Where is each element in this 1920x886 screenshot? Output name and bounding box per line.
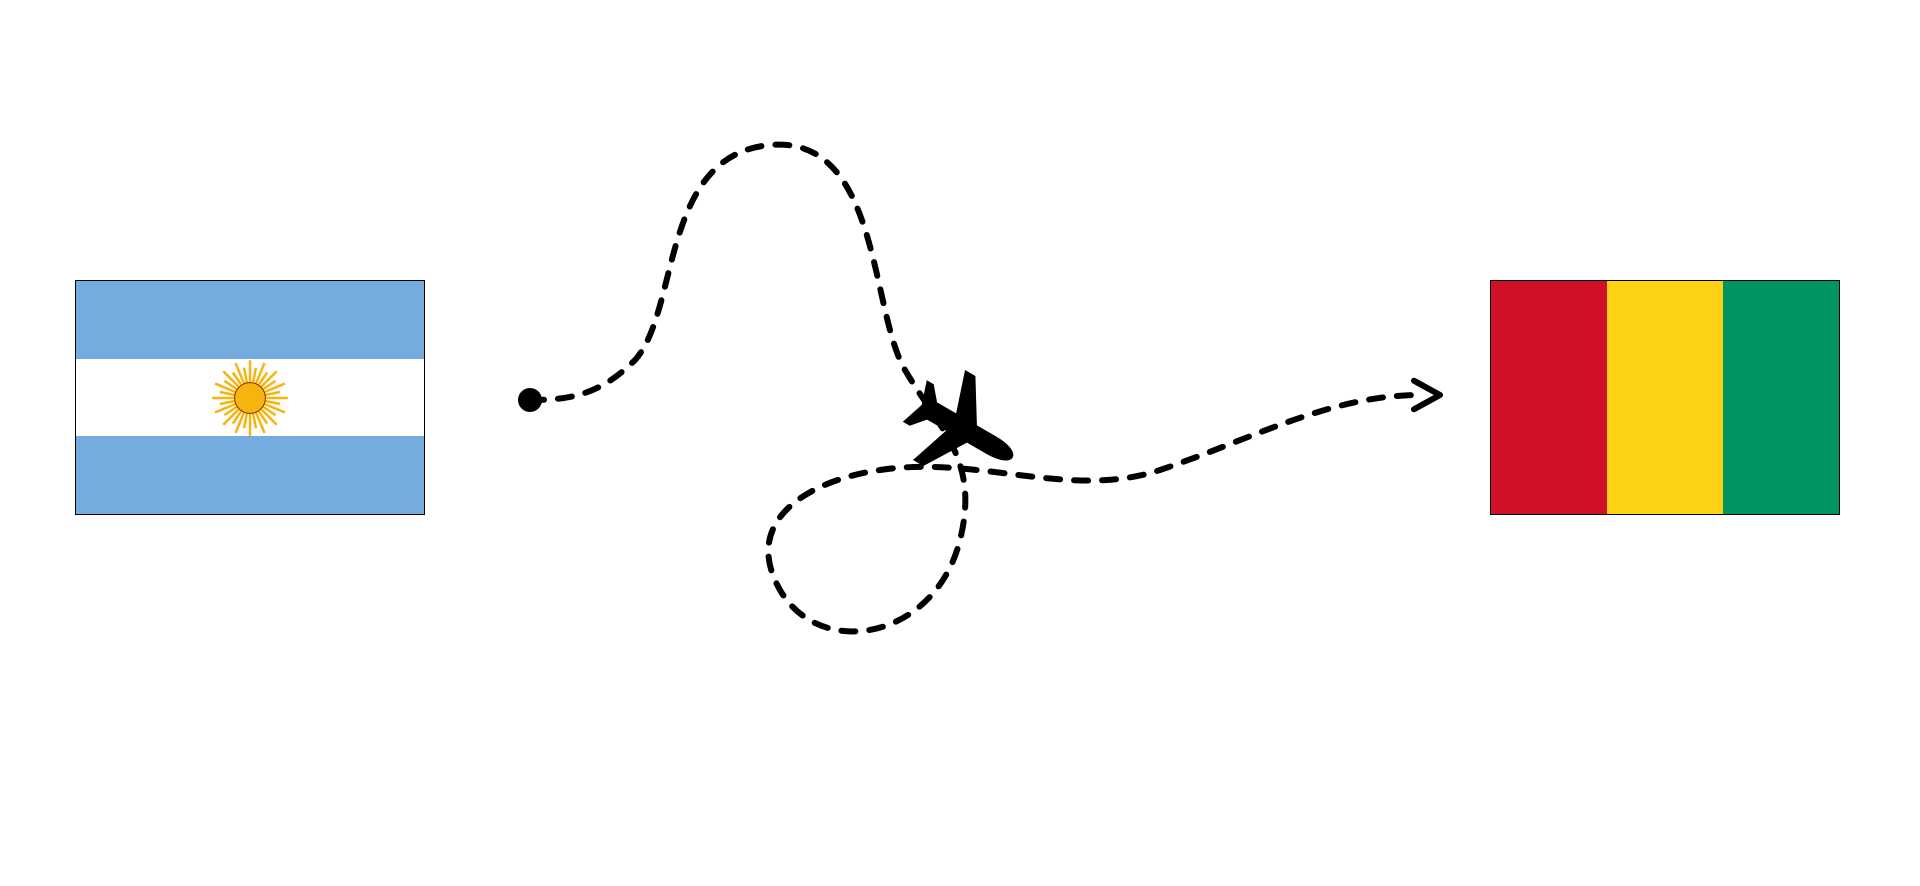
arrow-icon <box>1414 381 1440 410</box>
flight-route <box>0 0 1920 886</box>
